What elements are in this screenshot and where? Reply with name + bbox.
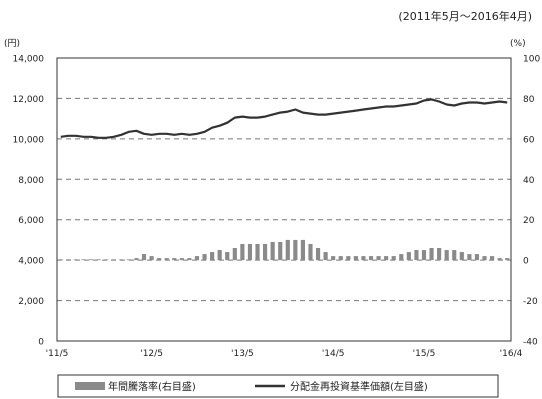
bar-2013-07: [255, 243, 260, 261]
bar-2013-02: [217, 250, 222, 261]
bar-2011-12: [111, 259, 116, 261]
right-tick-label: 40: [523, 176, 535, 186]
legend-bar-swatch: [75, 382, 105, 390]
legend: 年間騰落率(右目盛) 分配金再投資基準価額(左目盛): [57, 374, 499, 398]
bar-2013-09: [270, 241, 275, 261]
bar-2014-09: [361, 256, 366, 261]
bar-2015-06: [429, 248, 434, 261]
bar-2012-03: [134, 258, 139, 261]
bar-2015-10: [459, 252, 464, 261]
right-tick-label: -40: [523, 338, 538, 348]
right-tick-label: -20: [523, 297, 538, 307]
left-axis-ticks: 0 2,000 4,000 6,000 8,000 10,000 12,000 14,000: [13, 55, 45, 348]
bar-2013-04: [232, 248, 237, 261]
bar-2015-03: [406, 252, 411, 261]
bar-2013-01: [210, 252, 215, 261]
bar-2012-10: [187, 258, 192, 261]
bar-2015-12: [474, 254, 480, 261]
bar-2014-06: [338, 256, 343, 261]
bar-2013-11: [285, 239, 290, 261]
bar-2014-12: [384, 256, 389, 261]
bar-2012-12: [202, 254, 207, 261]
bar-2011-09: [88, 259, 94, 261]
bar-2015-09: [452, 250, 457, 261]
left-tick-label: 10,000: [13, 135, 45, 145]
annual-return-bars: [58, 239, 510, 261]
bar-2014-10: [368, 256, 374, 261]
bar-2014-02: [308, 243, 313, 261]
left-tick-label: 0: [38, 338, 44, 348]
bar-2011-05: [58, 259, 63, 261]
x-tick-label: '14/5: [322, 349, 345, 359]
x-tick-label: '12/5: [140, 349, 163, 359]
plot-frame: [56, 57, 512, 342]
x-tick-label: '15/5: [413, 349, 436, 359]
bar-2016-04: [505, 258, 510, 261]
bar-2016-02: [490, 256, 495, 261]
bar-2016-01: [482, 256, 487, 261]
bar-2015-11: [467, 254, 472, 261]
bar-2013-03: [225, 252, 230, 261]
right-tick-label: 60: [523, 135, 535, 145]
bar-2011-07: [73, 259, 78, 261]
nav-line-series: [60, 98, 508, 139]
bar-2012-09: [179, 258, 184, 261]
legend-line-label: 分配金再投資基準価額(左目盛): [290, 380, 428, 393]
chart-subtitle: (2011年5月～2016年4月): [398, 9, 532, 23]
bar-2012-07: [164, 258, 169, 261]
bar-2014-05: [331, 256, 336, 261]
bar-2013-08: [263, 243, 268, 261]
left-tick-label: 12,000: [13, 95, 45, 105]
bar-2014-01: [300, 239, 305, 261]
bar-2012-02: [126, 259, 131, 261]
left-tick-label: 4,000: [18, 257, 44, 267]
bar-2012-05: [149, 256, 154, 261]
bar-2013-10: [278, 241, 283, 261]
left-tick-label: 8,000: [18, 176, 44, 186]
left-tick-label: 14,000: [13, 55, 45, 65]
bar-2013-06: [247, 243, 253, 261]
bar-2012-01: [119, 259, 124, 261]
left-axis-unit: (円): [4, 38, 20, 49]
bar-2015-08: [444, 250, 449, 261]
right-tick-label: 100: [523, 55, 540, 65]
bar-2016-03: [497, 258, 502, 261]
bar-2011-06: [66, 259, 71, 261]
bar-2011-11: [104, 259, 109, 261]
x-tick-label: '13/5: [231, 349, 254, 359]
bar-2014-08: [353, 256, 358, 261]
bar-2015-02: [399, 254, 404, 261]
right-tick-label: 0: [523, 257, 529, 267]
bar-2013-05: [240, 243, 245, 261]
left-tick-label: 2,000: [18, 297, 44, 307]
x-axis-ticks: '11/5 '12/5 '13/5 '14/5 '15/5 '16/4: [46, 349, 523, 359]
bar-2015-07: [437, 248, 442, 261]
left-tick-label: 6,000: [18, 216, 44, 226]
bar-2012-11: [194, 256, 200, 261]
grid-lines: [57, 97, 511, 302]
bar-2014-03: [315, 248, 321, 261]
right-axis-ticks: -40 -20 0 20 40 60 80 100: [523, 55, 540, 348]
bar-2015-05: [421, 250, 427, 261]
right-axis-unit: (%): [510, 39, 526, 49]
bar-2014-07: [346, 256, 351, 261]
bar-2014-11: [376, 256, 381, 261]
bar-2014-04: [323, 252, 328, 261]
bar-2011-08: [81, 259, 86, 261]
bar-2012-04: [141, 254, 147, 261]
bar-2015-04: [414, 250, 419, 261]
bar-2015-01: [391, 256, 396, 261]
bar-2013-12: [293, 239, 298, 261]
right-tick-label: 20: [523, 216, 535, 226]
bar-2012-06: [157, 258, 162, 261]
right-tick-label: 80: [523, 95, 535, 105]
bar-2012-08: [172, 258, 177, 261]
bar-2011-10: [96, 259, 101, 261]
x-tick-label: '16/4: [500, 349, 523, 359]
x-tick-label: '11/5: [46, 349, 69, 359]
nav-line: [60, 98, 508, 139]
legend-bar-label: 年間騰落率(右目盛): [108, 380, 196, 393]
